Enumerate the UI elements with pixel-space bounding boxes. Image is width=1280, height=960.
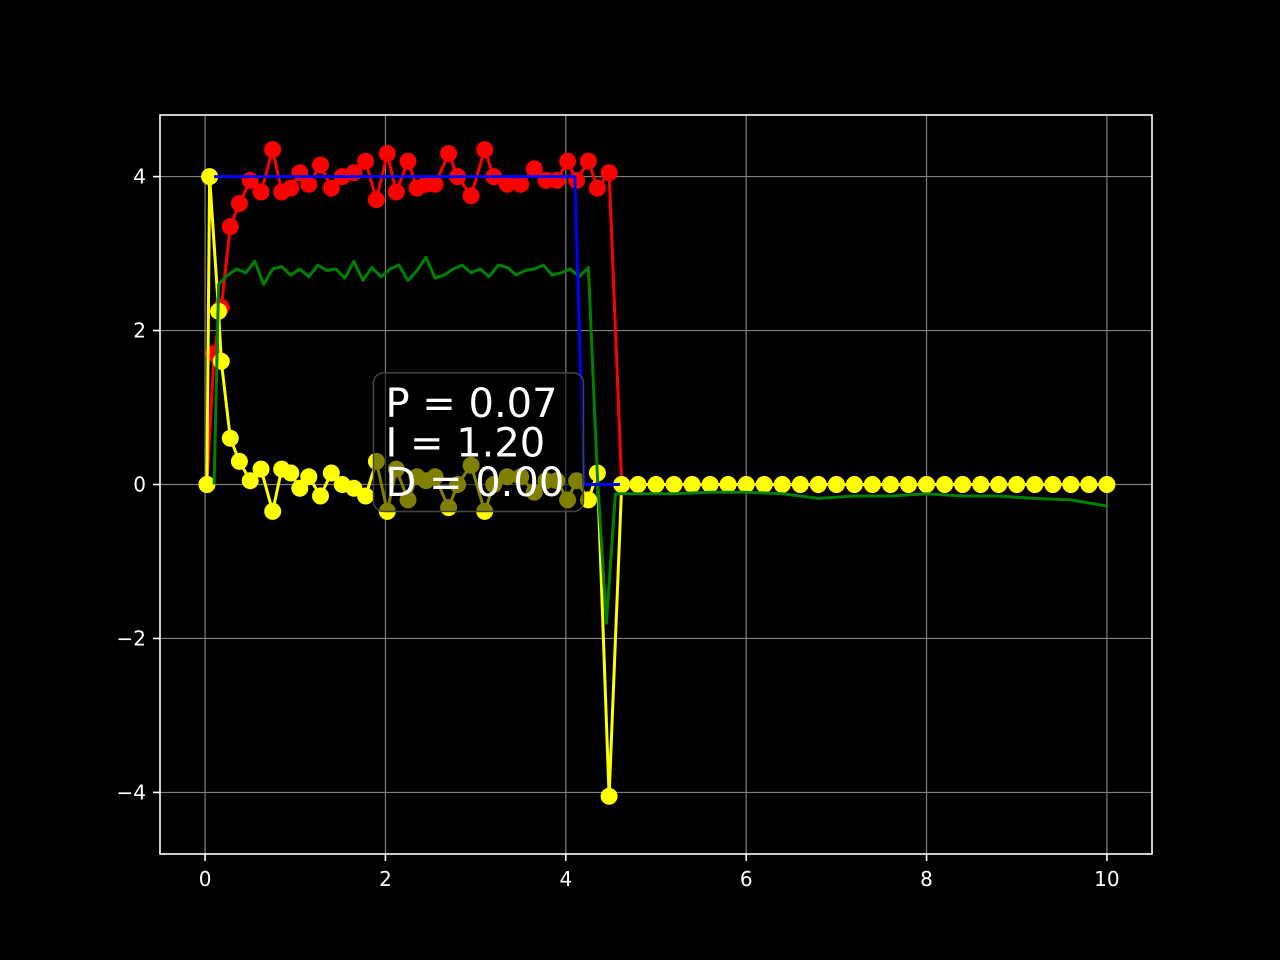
yellow-series-point (312, 487, 329, 505)
yellow-series-point (241, 472, 259, 490)
yellow-series-point (701, 476, 719, 493)
yellow-series-point (647, 476, 665, 493)
yellow-series-point (665, 476, 683, 493)
x-tick-label: 0 (199, 867, 212, 891)
yellow-series-point (322, 464, 340, 482)
yellow-series-point (863, 476, 881, 493)
yellow-series-point (1080, 476, 1098, 493)
yellow-series-point (755, 476, 773, 493)
yellow-series-point (291, 479, 309, 497)
yellow-series-point (1008, 476, 1026, 493)
yellow-series-point (972, 476, 990, 493)
x-tick-label: 6 (740, 867, 753, 891)
x-tick-label: 4 (559, 867, 572, 891)
red-series-point (440, 145, 458, 162)
annotation-i-value: I = 1.20 (385, 420, 545, 466)
red-series-point (579, 152, 597, 170)
yellow-series-point (809, 476, 827, 493)
red-series-point (600, 164, 618, 182)
blue-series-line (214, 175, 620, 486)
x-tick-label: 10 (1094, 867, 1119, 891)
red-series-point (568, 171, 586, 189)
yellow-series-point (357, 487, 375, 505)
yellow-series-point (629, 476, 647, 493)
yellow-series-point (791, 476, 809, 493)
yellow-series-point (954, 476, 972, 493)
red-series-point (476, 141, 494, 159)
yellow-series-point (683, 476, 701, 493)
yellow-series-point (737, 476, 755, 493)
yellow-series-point (600, 787, 618, 805)
ticks: 0 2 4 6 8 10 −4 −2 0 2 4 (117, 165, 1120, 891)
yellow-series-point (882, 476, 899, 493)
red-series-point (462, 187, 480, 205)
red-series-point (426, 175, 444, 193)
yellow-series-point (990, 476, 1008, 493)
green-series-line (212, 255, 1108, 625)
yellow-series-point (252, 460, 270, 478)
red-series-point (399, 152, 417, 170)
red-series-point (387, 183, 405, 201)
red-series-point (498, 175, 516, 193)
red-series-point (525, 160, 543, 178)
red-series-point (230, 195, 248, 212)
yellow-series-point (936, 476, 954, 493)
yellow-series-point (918, 476, 935, 493)
green-series (212, 255, 1108, 625)
yellow-series-point (827, 476, 845, 493)
yellow-series-point (300, 468, 318, 486)
red-series-point (512, 175, 530, 193)
y-tick-label: −2 (117, 626, 146, 650)
yellow-series-point (1098, 476, 1116, 493)
annotation-background (372, 372, 585, 513)
blue-series (214, 175, 620, 486)
red-series-point (378, 145, 396, 162)
yellow-series-point (845, 476, 863, 493)
red-series-point (221, 218, 239, 236)
red-series-point (357, 152, 375, 170)
y-tick-label: 2 (133, 319, 146, 343)
y-tick-label: −4 (117, 780, 146, 804)
yellow-series-point (230, 452, 248, 470)
yellow-series-point (773, 476, 791, 493)
red-series-point (322, 179, 340, 197)
red-series-point (264, 141, 282, 159)
yellow-series-point (1044, 476, 1062, 493)
red-series-point (282, 179, 300, 197)
y-tick-label: 0 (133, 473, 146, 497)
yellow-series-point (198, 476, 216, 493)
red-series-point (312, 156, 329, 174)
red-series-point (548, 171, 566, 189)
yellow-series-point (221, 429, 239, 447)
yellow-series-point (1062, 476, 1080, 493)
red-series-point (588, 179, 606, 197)
annotation-box: P = 0.07 I = 1.20 D = 0.00 (372, 372, 585, 513)
yellow-series-point (1026, 476, 1044, 493)
x-tick-label: 2 (379, 867, 392, 891)
y-tick-label: 4 (133, 165, 146, 189)
yellow-series-point (900, 476, 917, 493)
annotation-d-value: D = 0.00 (385, 460, 564, 506)
yellow-series-point (613, 476, 631, 493)
yellow-series-point (264, 502, 282, 520)
red-series-point (559, 152, 577, 170)
yellow-series-point (282, 464, 300, 482)
red-series-point (252, 183, 270, 201)
red-series-point (300, 175, 318, 193)
red-series-point (367, 191, 385, 209)
yellow-series-point (201, 168, 219, 186)
annotation-p-value: P = 0.07 (385, 381, 557, 427)
yellow-series-point (719, 476, 737, 493)
x-tick-label: 8 (920, 867, 933, 891)
